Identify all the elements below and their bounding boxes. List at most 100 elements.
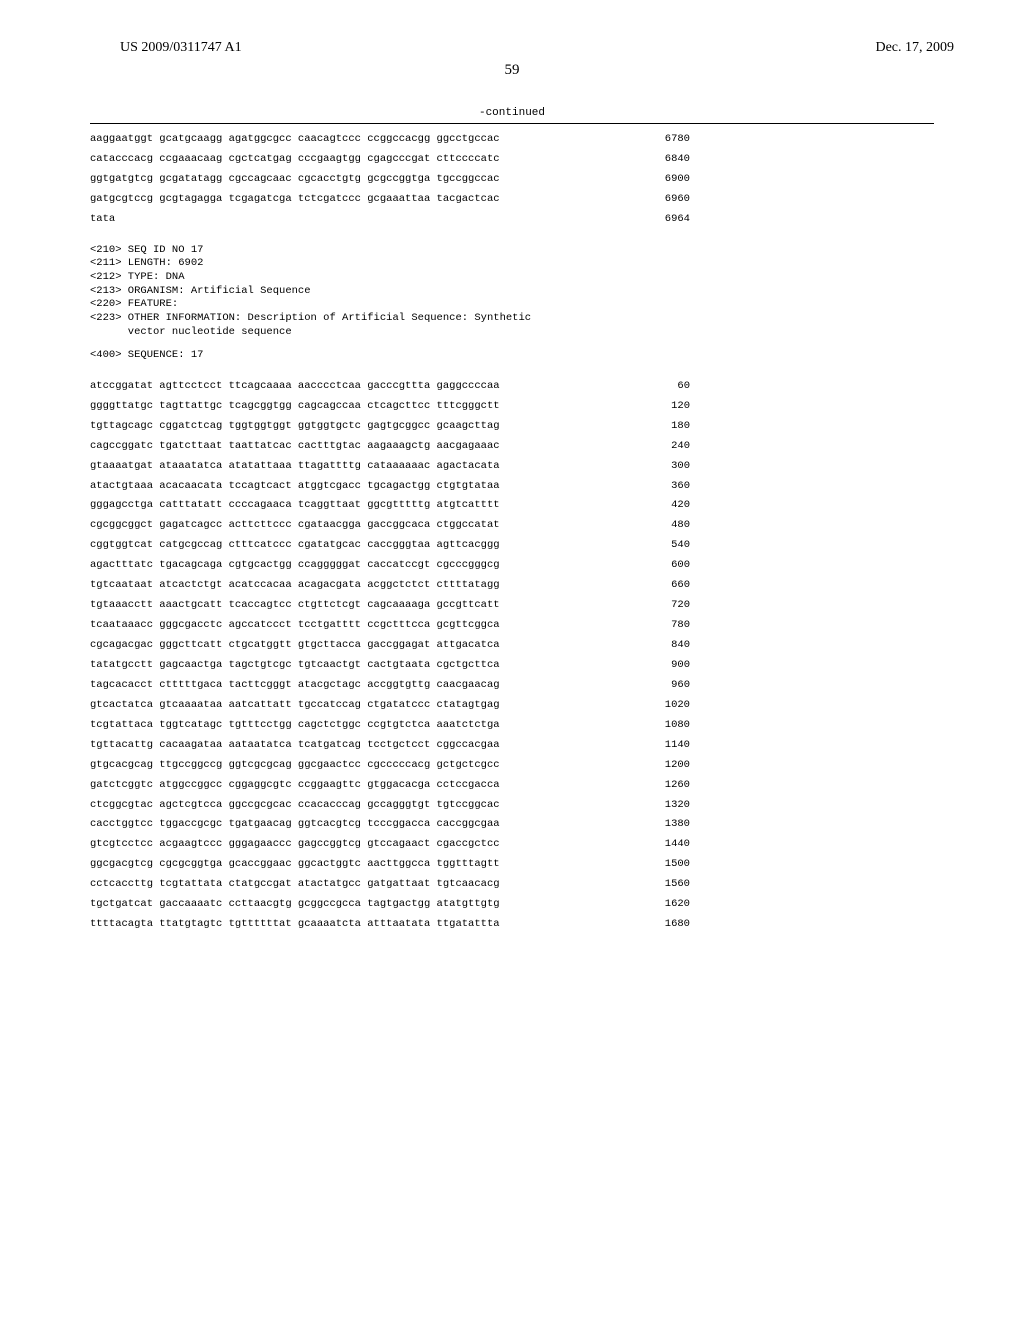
meta-seq-id: <210> SEQ ID NO 17	[90, 244, 203, 256]
sequence-row: agactttatc tgacagcaga cgtgcactgg ccagggg…	[90, 556, 690, 576]
sequence-text: aaggaatggt gcatgcaagg agatggcgcc caacagt…	[90, 130, 500, 150]
sequence-position: 1560	[630, 875, 690, 895]
sequence-text: ggggttatgc tagttattgc tcagcggtgg cagcagc…	[90, 397, 500, 417]
sequence-text: ttttacagta ttatgtagtc tgttttttat gcaaaat…	[90, 915, 500, 935]
sequence-position: 420	[630, 496, 690, 516]
sequence-row: cggtggtcat catgcgccag ctttcatccc cgatatg…	[90, 536, 690, 556]
sequence-row: ggtgatgtcg gcgatatagg cgccagcaac cgcacct…	[90, 170, 690, 190]
sequence-row: tgttacattg cacaagataa aataatatca tcatgat…	[90, 736, 690, 756]
sequence-position: 6840	[630, 150, 690, 170]
sequence-position: 1200	[630, 756, 690, 776]
meta-feature: <220> FEATURE:	[90, 298, 178, 310]
sequence-text: gtaaaatgat ataaatatca atatattaaa ttagatt…	[90, 457, 500, 477]
sequence-text: cgcagacgac gggcttcatt ctgcatggtt gtgctta…	[90, 636, 500, 656]
sequence-text: gtcgtcctcc acgaagtccc gggagaaccc gagccgg…	[90, 835, 500, 855]
publication-date: Dec. 17, 2009	[875, 40, 954, 56]
sequence-position: 6960	[630, 190, 690, 210]
sequence-text: cgcggcggct gagatcagcc acttcttccc cgataac…	[90, 516, 500, 536]
sequence-position: 1260	[630, 776, 690, 796]
sequence-row: tgctgatcat gaccaaaatc ccttaacgtg gcggccg…	[90, 895, 690, 915]
sequence-position: 840	[630, 636, 690, 656]
sequence-row: cagccggatc tgatcttaat taattatcac cactttg…	[90, 437, 690, 457]
sequence-position: 180	[630, 417, 690, 437]
sequence-position: 600	[630, 556, 690, 576]
sequence-text: tgtaaacctt aaactgcatt tcaccagtcc ctgttct…	[90, 596, 500, 616]
sequence-row: cgcggcggct gagatcagcc acttcttccc cgataac…	[90, 516, 690, 536]
sequence-position: 1440	[630, 835, 690, 855]
sequence-position: 1140	[630, 736, 690, 756]
meta-other-2: vector nucleotide sequence	[90, 326, 292, 338]
sequence-position: 1380	[630, 815, 690, 835]
sequence-row: cctcaccttg tcgtattata ctatgccgat atactat…	[90, 875, 690, 895]
sequence-text: atccggatat agttcctcct ttcagcaaaa aacccct…	[90, 377, 500, 397]
sequence-position: 240	[630, 437, 690, 457]
sequence-row: tgtaaacctt aaactgcatt tcaccagtcc ctgttct…	[90, 596, 690, 616]
sequence-position: 1320	[630, 796, 690, 816]
sequence-text: tata	[90, 210, 115, 230]
sequence-row: atccggatat agttcctcct ttcagcaaaa aacccct…	[90, 377, 690, 397]
sequence-row: catacccacg ccgaaacaag cgctcatgag cccgaag…	[90, 150, 690, 170]
sequence-text: catacccacg ccgaaacaag cgctcatgag cccgaag…	[90, 150, 500, 170]
sequence-position: 780	[630, 616, 690, 636]
sequence-row: gtcactatca gtcaaaataa aatcattatt tgccatc…	[90, 696, 690, 716]
sequence-row: gtgcacgcag ttgccggccg ggtcgcgcag ggcgaac…	[90, 756, 690, 776]
sequence-row: tata 6964	[90, 210, 690, 230]
sequence-position: 6780	[630, 130, 690, 150]
sequence-row: tgttagcagc cggatctcag tggtggtggt ggtggtg…	[90, 417, 690, 437]
sequence-text: gggagcctga catttatatt ccccagaaca tcaggtt…	[90, 496, 500, 516]
sequence-row: tgtcaataat atcactctgt acatccacaa acagacg…	[90, 576, 690, 596]
sequence-position: 360	[630, 477, 690, 497]
sequence-row: tagcacacct ctttttgaca tacttcgggt atacgct…	[90, 676, 690, 696]
meta-organism: <213> ORGANISM: Artificial Sequence	[90, 285, 311, 297]
sequence-position: 720	[630, 596, 690, 616]
sequence-text: cggtggtcat catgcgccag ctttcatccc cgatatg…	[90, 536, 500, 556]
sequence-position: 6964	[630, 210, 690, 230]
sequence-position: 120	[630, 397, 690, 417]
sequence-text: cagccggatc tgatcttaat taattatcac cactttg…	[90, 437, 500, 457]
sequence-row: ggggttatgc tagttattgc tcagcggtgg cagcagc…	[90, 397, 690, 417]
sequence-text: ctcggcgtac agctcgtcca ggccgcgcac ccacacc…	[90, 796, 500, 816]
sequence-row: atactgtaaa acacaacata tccagtcact atggtcg…	[90, 477, 690, 497]
sequence-position: 300	[630, 457, 690, 477]
sequence-position: 540	[630, 536, 690, 556]
sequence-position: 1020	[630, 696, 690, 716]
meta-other-1: <223> OTHER INFORMATION: Description of …	[90, 312, 531, 324]
sequence-position: 480	[630, 516, 690, 536]
sequence-text: gatctcggtc atggccggcc cggaggcgtc ccggaag…	[90, 776, 500, 796]
sequence-text: tcgtattaca tggtcatagc tgtttcctgg cagctct…	[90, 716, 500, 736]
sequence-text: atactgtaaa acacaacata tccagtcact atggtcg…	[90, 477, 500, 497]
sequence-text: tcaataaacc gggcgacctc agccatccct tcctgat…	[90, 616, 500, 636]
sequence-row: ggcgacgtcg cgcgcggtga gcaccggaac ggcactg…	[90, 855, 690, 875]
sequence-row: gatctcggtc atggccggcc cggaggcgtc ccggaag…	[90, 776, 690, 796]
sequence-row: ctcggcgtac agctcgtcca ggccgcgcac ccacacc…	[90, 796, 690, 816]
sequence-text: cctcaccttg tcgtattata ctatgccgat atactat…	[90, 875, 500, 895]
sequence-row: tcgtattaca tggtcatagc tgtttcctgg cagctct…	[90, 716, 690, 736]
sequence-row: cacctggtcc tggaccgcgc tgatgaacag ggtcacg…	[90, 815, 690, 835]
sequence-text: tgttacattg cacaagataa aataatatca tcatgat…	[90, 736, 500, 756]
sequence-position: 960	[630, 676, 690, 696]
sequence-text: tatatgcctt gagcaactga tagctgtcgc tgtcaac…	[90, 656, 500, 676]
sequence-row: ttttacagta ttatgtagtc tgttttttat gcaaaat…	[90, 915, 690, 935]
page-number: 59	[60, 62, 964, 79]
sequence-metadata: <210> SEQ ID NO 17 <211> LENGTH: 6902 <2…	[90, 244, 934, 339]
sequence-position: 660	[630, 576, 690, 596]
sequence-label: <400> SEQUENCE: 17	[90, 349, 934, 363]
sequence-position: 60	[630, 377, 690, 397]
sequence-row: cgcagacgac gggcttcatt ctgcatggtt gtgctta…	[90, 636, 690, 656]
sequence-position: 1500	[630, 855, 690, 875]
meta-type: <212> TYPE: DNA	[90, 271, 185, 283]
sequence-row: gtcgtcctcc acgaagtccc gggagaaccc gagccgg…	[90, 835, 690, 855]
meta-length: <211> LENGTH: 6902	[90, 257, 203, 269]
sequence-row: gggagcctga catttatatt ccccagaaca tcaggtt…	[90, 496, 690, 516]
sequence-text: tagcacacct ctttttgaca tacttcgggt atacgct…	[90, 676, 500, 696]
sequence-text: gtcactatca gtcaaaataa aatcattatt tgccatc…	[90, 696, 500, 716]
sequence-position: 1620	[630, 895, 690, 915]
sequence-row: tcaataaacc gggcgacctc agccatccct tcctgat…	[90, 616, 690, 636]
sequence-text: ggtgatgtcg gcgatatagg cgccagcaac cgcacct…	[90, 170, 500, 190]
sequence-text: agactttatc tgacagcaga cgtgcactgg ccagggg…	[90, 556, 500, 576]
sequence-position: 1680	[630, 915, 690, 935]
sequence-text: tgttagcagc cggatctcag tggtggtggt ggtggtg…	[90, 417, 500, 437]
sequence-text: cacctggtcc tggaccgcgc tgatgaacag ggtcacg…	[90, 815, 500, 835]
sequence-row: gtaaaatgat ataaatatca atatattaaa ttagatt…	[90, 457, 690, 477]
sequence-position: 6900	[630, 170, 690, 190]
